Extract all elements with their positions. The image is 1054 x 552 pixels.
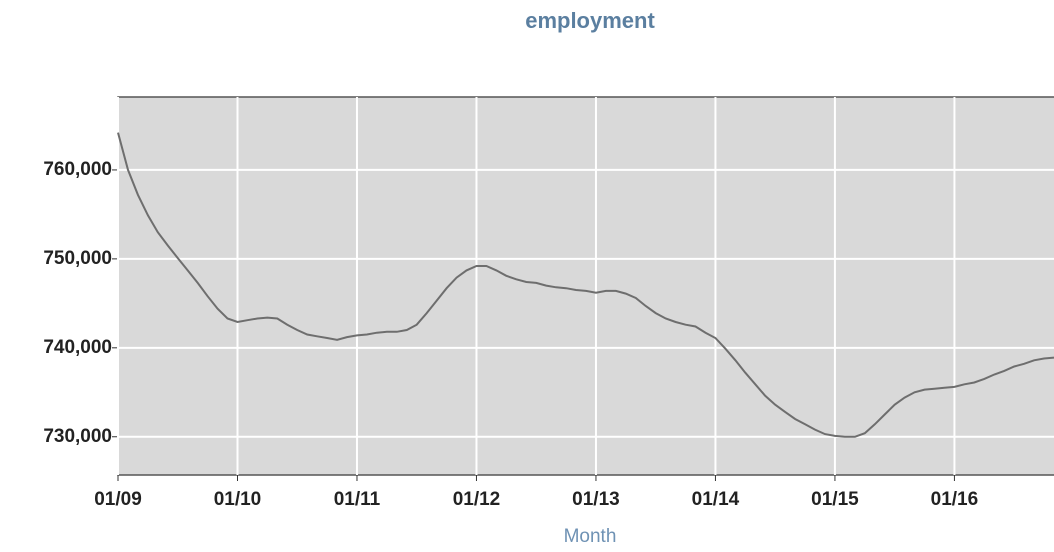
x-tick-label: 01/16 bbox=[931, 489, 979, 510]
y-tick-label: 740,000 bbox=[43, 337, 112, 358]
y-tick-label: 730,000 bbox=[43, 426, 112, 447]
y-tick-label: 750,000 bbox=[43, 248, 112, 269]
x-tick-label: 01/12 bbox=[453, 489, 501, 510]
chart-title: employment bbox=[525, 8, 655, 33]
x-tick-label: 01/13 bbox=[572, 489, 620, 510]
x-tick-label: 01/15 bbox=[811, 489, 859, 510]
x-tick-label: 01/10 bbox=[214, 489, 262, 510]
x-axis-label: Month bbox=[564, 526, 617, 547]
plot-area bbox=[117, 96, 1054, 476]
x-tick-label: 01/14 bbox=[692, 489, 740, 510]
y-tick-label: 760,000 bbox=[43, 159, 112, 180]
x-tick-label: 01/09 bbox=[94, 489, 142, 510]
x-tick-label: 01/11 bbox=[334, 489, 381, 510]
line bbox=[117, 132, 1054, 438]
